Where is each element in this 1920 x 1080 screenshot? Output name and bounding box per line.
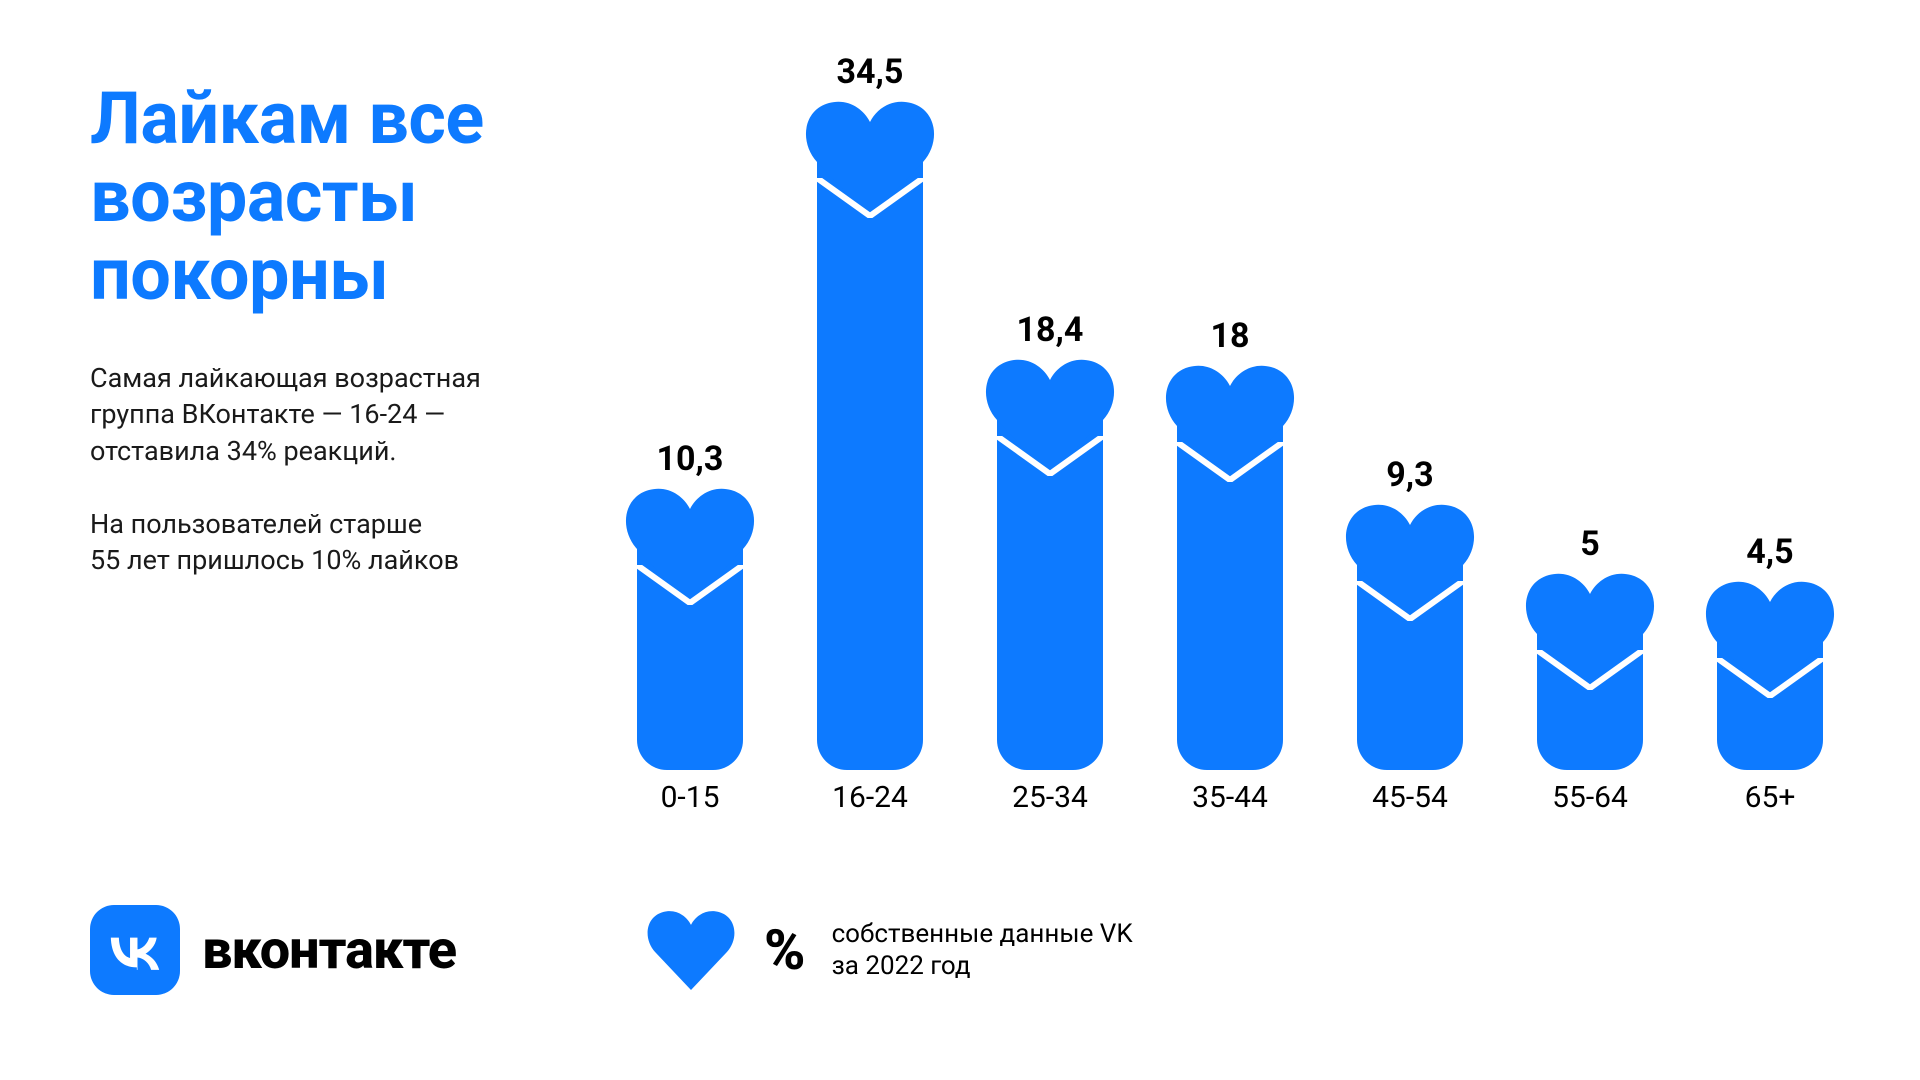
- bar-col: 9,3: [1340, 455, 1480, 770]
- legend: % собственные данные VK за 2022 год: [646, 910, 1133, 990]
- bar-value-label: 4,5: [1746, 532, 1793, 572]
- bar-visual: [1345, 503, 1475, 770]
- likes-by-age-chart: 10,3 34,5 18,4 18 9,3 5 4,5 0-15 16-24 25-34 35-4…: [620, 50, 1840, 820]
- heart-icon: [1705, 580, 1835, 698]
- page-title: Лайкам все возрасты покорны: [90, 80, 484, 313]
- legend-text: собственные данные VK за 2022 год: [832, 918, 1133, 983]
- legend-percent: %: [764, 917, 806, 983]
- heart-icon: [1165, 364, 1295, 482]
- infographic-page: Лайкам все возрасты покорны Самая лайкаю…: [0, 0, 1920, 1080]
- bar-value-label: 18,4: [1017, 310, 1084, 350]
- heart-icon: [1345, 503, 1475, 621]
- bar-col: 18: [1160, 316, 1300, 770]
- vk-logo-icon: [104, 919, 166, 981]
- heart-icon: [646, 910, 736, 990]
- bar-col: 34,5: [800, 52, 940, 770]
- bar-col: 5: [1520, 524, 1660, 770]
- bar-visual: [805, 100, 935, 770]
- footer: вконтакте % собственные данные VK за 202…: [90, 900, 1830, 1000]
- bar-col: 4,5: [1700, 532, 1840, 770]
- bar-stem: [817, 148, 923, 770]
- bar-visual: [985, 358, 1115, 770]
- chart-bars: 10,3 34,5 18,4 18 9,3 5 4,5: [620, 50, 1840, 770]
- brand-name: вконтакте: [202, 919, 456, 982]
- heart-icon: [985, 358, 1115, 476]
- bar-value-label: 18: [1210, 316, 1249, 356]
- page-subtitle: Самая лайкающая возрастная группа ВКонта…: [90, 360, 481, 579]
- category-label: 55-64: [1520, 780, 1660, 820]
- bar-value-label: 9,3: [1386, 455, 1433, 495]
- category-label: 35-44: [1160, 780, 1300, 820]
- category-label: 65+: [1700, 780, 1840, 820]
- bar-visual: [1525, 572, 1655, 770]
- category-label: 45-54: [1340, 780, 1480, 820]
- bar-col: 10,3: [620, 439, 760, 770]
- heart-icon: [625, 487, 755, 605]
- vk-logo-badge: [90, 905, 180, 995]
- heart-icon: [805, 100, 935, 218]
- bar-value-label: 10,3: [657, 439, 724, 479]
- bar-visual: [1705, 580, 1835, 770]
- category-label: 16-24: [800, 780, 940, 820]
- category-label: 25-34: [980, 780, 1120, 820]
- bar-col: 18,4: [980, 310, 1120, 770]
- bar-visual: [1165, 364, 1295, 770]
- bar-value-label: 34,5: [837, 52, 904, 92]
- heart-icon: [1525, 572, 1655, 690]
- chart-category-labels: 0-15 16-24 25-34 35-44 45-54 55-64 65+: [620, 780, 1840, 820]
- category-label: 0-15: [620, 780, 760, 820]
- bar-visual: [625, 487, 755, 770]
- bar-value-label: 5: [1580, 524, 1600, 564]
